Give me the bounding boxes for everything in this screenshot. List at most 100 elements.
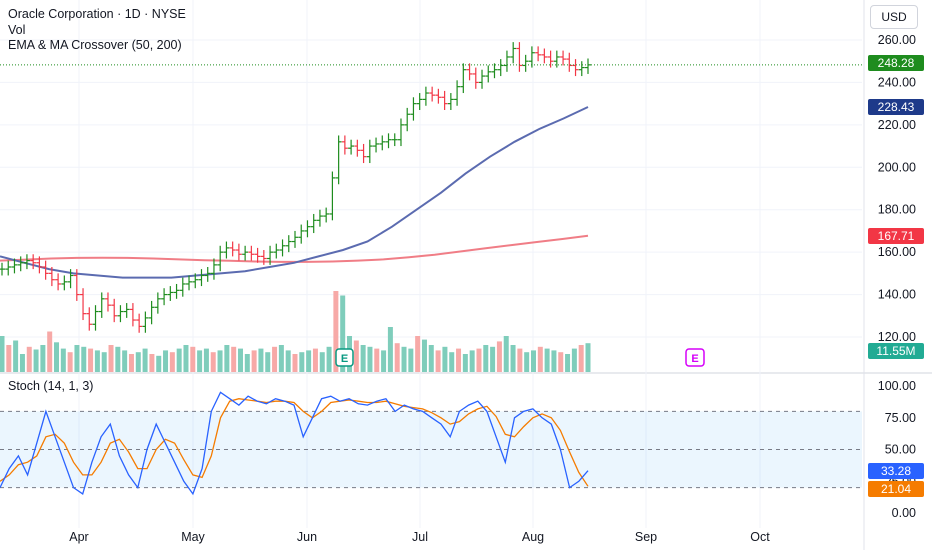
ohlc-bar <box>167 286 174 301</box>
ohlc-bar <box>572 59 579 77</box>
ohlc-bar <box>329 171 336 221</box>
volume-bar <box>54 342 60 372</box>
volume-bar <box>449 352 455 372</box>
volume-bar <box>285 350 291 372</box>
volume-bar <box>503 336 509 372</box>
stoch-d-line <box>0 398 589 487</box>
date-tick-label: Apr <box>69 530 88 544</box>
date-tick-label: Oct <box>750 530 770 544</box>
date-tick-label: May <box>181 530 205 544</box>
ohlc-bar <box>298 224 305 244</box>
ohlc-bar <box>454 80 461 106</box>
ohlc-bar <box>503 50 510 72</box>
volume-bar <box>428 345 434 372</box>
volume-bar <box>299 352 305 372</box>
volume-bar <box>483 345 489 372</box>
volume-bar <box>67 352 73 372</box>
volume-bar <box>13 340 19 372</box>
volume-bar <box>578 345 584 372</box>
ohlc-bar <box>154 292 161 314</box>
volume-bar <box>401 346 407 372</box>
ohlc-bar <box>566 52 573 72</box>
currency-button[interactable]: USD <box>870 5 918 29</box>
ohlc-bar <box>260 250 267 265</box>
symbol-title[interactable]: Oracle Corporation · 1D · NYSE <box>8 7 186 21</box>
volume-bar <box>340 295 346 372</box>
indicator-legend[interactable]: EMA & MA Crossover (50, 200) <box>8 38 182 52</box>
volume-bar <box>231 346 237 372</box>
volume-bar <box>176 348 182 372</box>
ohlc-bar <box>267 245 274 265</box>
volume-bar <box>197 350 203 372</box>
ema50-line <box>0 106 589 279</box>
ohlc-bar <box>553 50 560 68</box>
volume-bar <box>360 345 366 372</box>
ohlc-bar <box>510 42 517 64</box>
ohlc-bar <box>560 50 567 66</box>
ohlc-bar <box>410 97 417 121</box>
earnings-icon[interactable]: E <box>335 348 354 367</box>
volume-bar <box>415 336 421 372</box>
volume-bar <box>312 348 318 372</box>
ohlc-bar <box>435 88 442 104</box>
ohlc-bar <box>23 254 30 270</box>
stoch-tick-label: 0.00 <box>892 506 916 520</box>
ohlc-bar <box>335 135 342 185</box>
ohlc-bar <box>142 311 149 333</box>
future-earnings-icon[interactable]: E <box>685 348 705 367</box>
ohlc-bar <box>11 258 18 274</box>
stoch-d-badge: 21.04 <box>868 481 924 497</box>
ohlc-bar <box>516 42 523 72</box>
volume-bar <box>333 291 339 372</box>
price-tick-label: 260.00 <box>878 33 916 47</box>
volume-bar <box>537 346 543 372</box>
volume-bar <box>510 345 516 372</box>
ohlc-bar <box>129 303 136 327</box>
ohlc-bar <box>479 69 486 89</box>
volume-bar <box>476 348 482 372</box>
ohlc-bar <box>522 54 529 72</box>
stoch-band-fill <box>0 411 862 488</box>
volume-bar <box>74 345 80 372</box>
stoch-tick-label: 50.00 <box>885 443 916 457</box>
ohlc-bar <box>117 305 124 323</box>
volume-bar <box>101 352 107 372</box>
ohlc-bar <box>485 65 492 83</box>
volume-bar <box>258 348 264 372</box>
volume-bars <box>0 291 591 372</box>
volume-bar <box>442 346 448 372</box>
ohlc-bar <box>447 93 454 111</box>
volume-bar <box>469 350 475 372</box>
volume-bar <box>490 346 496 372</box>
price-tick-label: 200.00 <box>878 160 916 174</box>
ohlc-bar <box>148 300 155 325</box>
volume-bar <box>115 346 121 372</box>
ohlc-bar <box>223 241 230 259</box>
volume-bar <box>265 352 271 372</box>
ohlc-bar <box>30 254 37 270</box>
volume-bar <box>163 350 169 372</box>
ohlc-bar <box>535 46 542 62</box>
ohlc-bar <box>92 305 99 331</box>
volume-bar <box>183 345 189 372</box>
volume-bar <box>496 341 502 372</box>
ohlc-bar <box>86 307 93 331</box>
volume-legend[interactable]: Vol <box>8 22 26 37</box>
earnings-icon-box <box>335 348 354 367</box>
volume-bar <box>128 354 134 372</box>
ohlc-bar <box>497 59 504 77</box>
ohlc-bar <box>578 61 585 77</box>
stoch-k-badge: 33.28 <box>868 463 924 479</box>
ohlc-bar <box>360 143 367 164</box>
ohlc-bar <box>341 135 348 155</box>
date-tick-label: Sep <box>635 530 657 544</box>
ohlc-bar <box>292 230 298 248</box>
ohlc-bar <box>547 50 554 68</box>
volume-bar <box>381 350 387 372</box>
ohlc-bar <box>404 107 411 132</box>
volume-bar <box>456 348 462 372</box>
stoch-title[interactable]: Stoch (14, 1, 3) <box>8 379 94 393</box>
volume-bar <box>237 348 243 372</box>
